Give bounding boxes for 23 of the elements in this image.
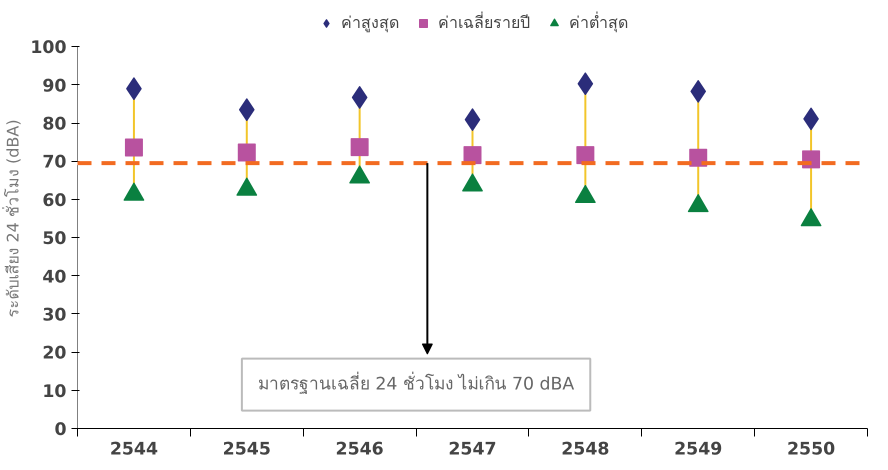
y-tick-label: 50 [42,229,67,250]
legend-label: ค่าสูงสุด [341,12,399,34]
y-tick-label: 60 [42,190,67,211]
legend-label: ค่าเฉลี่ยรายปี [438,10,530,34]
y-tick-label: 80 [42,114,67,135]
y-tick-label: 10 [42,382,67,402]
y-axis-title: ระดับเสียง 24 ชั่วโมง (dBA) [1,119,22,318]
y-tick-label: 70 [42,152,67,173]
annotation: มาตรฐานเฉลี่ย 24 ชั่วโมง ไม่เกิน 70 dBA [258,372,574,395]
legend-label: ค่าต่ำสุด [569,10,628,34]
y-tick-label: 90 [42,76,67,96]
y-tick-label: 100 [30,38,66,58]
x-tick-label: 2544 [110,440,158,460]
x-tick-label: 2547 [448,440,497,460]
y-tick-label: 40 [42,267,67,288]
x-tick-label: 2545 [222,440,271,460]
y-tick-label: 0 [54,420,67,440]
x-tick-label: 2550 [786,440,836,460]
y-tick-label: 30 [42,305,67,326]
x-tick-label: 2549 [674,440,722,460]
x-tick-label: 2548 [561,440,610,460]
y-tick-label: 20 [42,344,67,364]
x-tick-label: 2546 [336,440,384,460]
